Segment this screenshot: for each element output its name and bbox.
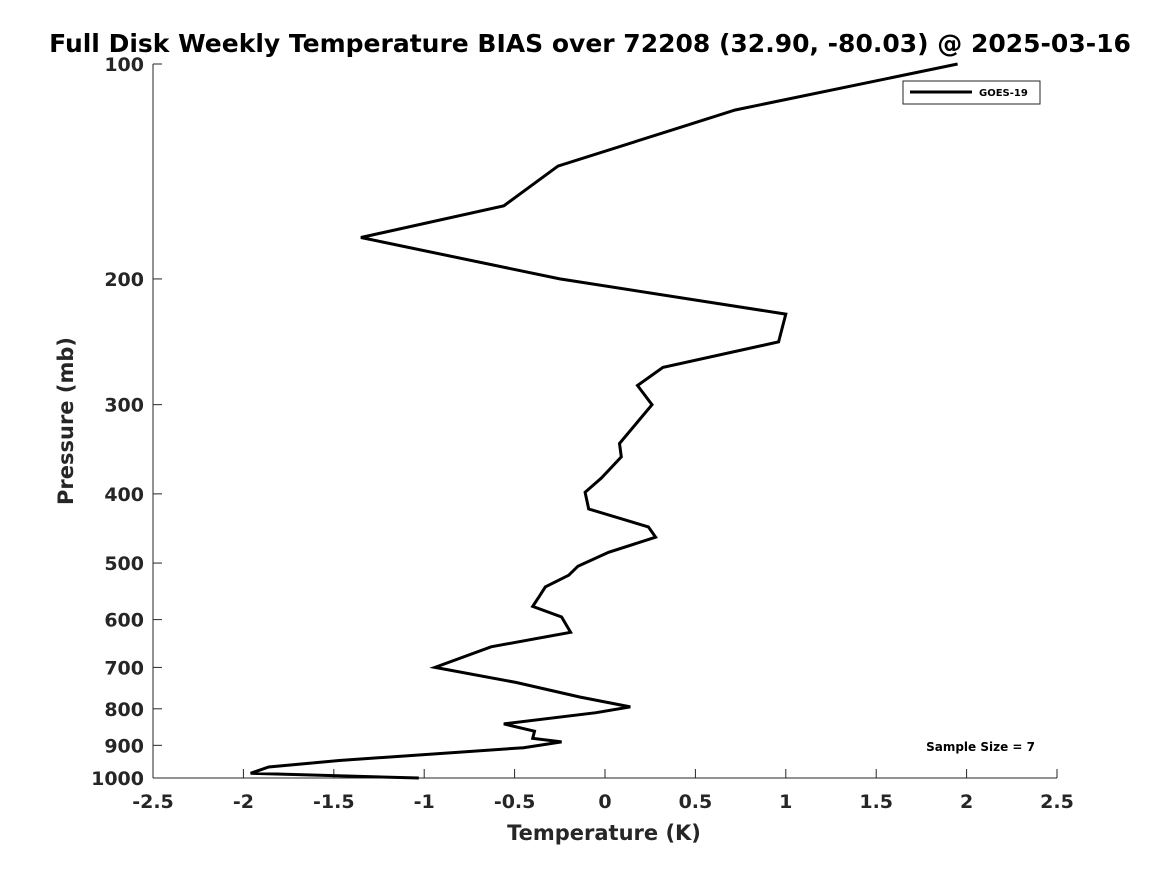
y-tick-label: 900 (104, 735, 144, 757)
y-tick-label: 600 (104, 610, 144, 632)
x-tick-label: 0.5 (679, 791, 713, 813)
chart-title: Full Disk Weekly Temperature BIAS over 7… (49, 29, 1131, 58)
x-tick-label: 2.5 (1040, 791, 1074, 813)
legend-entry-goes-19: GOES-19 (979, 88, 1028, 99)
y-tick-label: 800 (104, 699, 144, 721)
x-tick-label: -2 (233, 791, 254, 813)
y-axis-label: Pressure (mb) (54, 337, 78, 505)
series-layer (250, 62, 958, 780)
x-tick-label: 1.5 (859, 791, 893, 813)
legend: GOES-19 (902, 80, 1041, 105)
y-axis-ticks: 100 200 300 400 500 600 700 800 900 1000 (91, 54, 162, 790)
y-tick-label: 1000 (91, 768, 144, 790)
series-line-goes-19 (250, 62, 958, 780)
y-tick-label: 700 (104, 657, 144, 679)
y-tick-label: 400 (104, 484, 144, 506)
y-tick-label: 500 (104, 553, 144, 575)
x-tick-label: 0 (598, 791, 611, 813)
x-tick-label: 1 (779, 791, 792, 813)
x-tick-label: -2.5 (132, 791, 174, 813)
x-axis-label: Temperature (K) (507, 821, 701, 845)
x-tick-label: -0.5 (494, 791, 536, 813)
x-tick-label: 2 (960, 791, 973, 813)
y-tick-label: 100 (104, 54, 144, 76)
y-tick-label: 200 (104, 269, 144, 291)
plot-axes (152, 64, 1057, 779)
sample-size-annotation: Sample Size = 7 (926, 740, 1035, 754)
x-axis-ticks: -2.5 -2 -1.5 -1 -0.5 0 0.5 1 1.5 2 2.5 (132, 769, 1074, 813)
x-tick-label: -1.5 (313, 791, 355, 813)
x-tick-label: -1 (414, 791, 435, 813)
y-tick-label: 300 (104, 395, 144, 417)
